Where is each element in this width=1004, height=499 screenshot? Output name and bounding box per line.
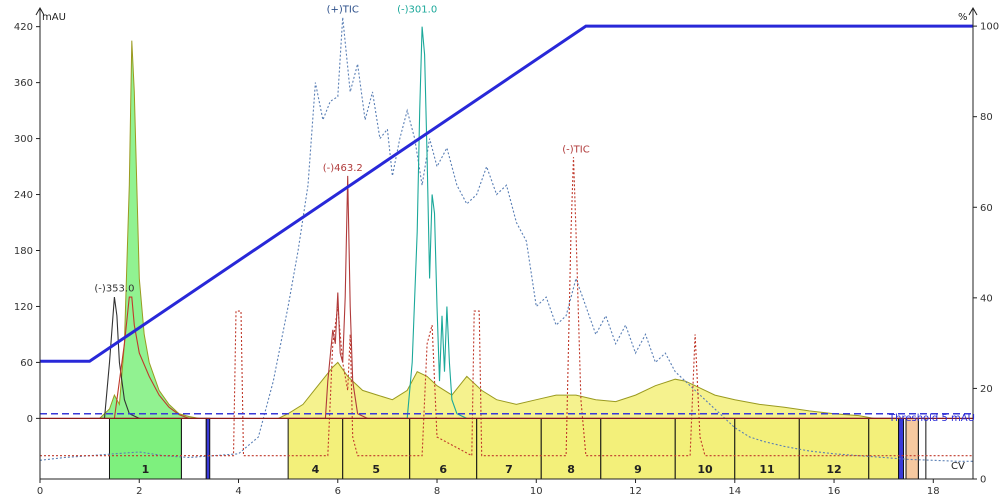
y-tick-label-180: 180 <box>14 246 33 257</box>
trace-lines <box>39 17 973 462</box>
y-tick-label-0: 0 <box>27 414 33 425</box>
fraction-band-u2 <box>205 417 211 480</box>
fraction-band-u1 <box>180 417 207 480</box>
y-tick-label-120: 120 <box>14 302 33 313</box>
fraction-bands: 1 4 5 6 7 8 9 10 11 12 <box>108 417 927 480</box>
series-uv-red <box>113 296 190 419</box>
fraction-band-10 <box>674 417 736 480</box>
fraction-label-4: 4 <box>312 463 320 476</box>
threshold-label: Threshold 5 mAU <box>888 413 975 424</box>
y-tick-label-300: 300 <box>14 134 33 145</box>
y2-axis-unit: % <box>958 12 968 23</box>
y-axis-unit: mAU <box>42 12 66 23</box>
fraction-band-12 <box>798 417 870 480</box>
series-tic <box>40 157 973 457</box>
fraction-label-8: 8 <box>567 463 575 476</box>
fraction-band-6 <box>409 417 478 480</box>
y-axis-arrow <box>35 6 45 16</box>
chart-labels: mAU % CV Threshold 5 mAU (+)TIC (-)301.0 (… <box>42 5 975 472</box>
fraction-band-1 <box>108 417 182 480</box>
fraction-label-5: 5 <box>372 463 380 476</box>
x-tick-label-18: 18 <box>927 486 940 497</box>
x-tick-label-14: 14 <box>728 486 741 497</box>
fraction-label-10: 10 <box>697 463 713 476</box>
y2-tick-label-100: 100 <box>980 22 999 33</box>
uv-fill-areas <box>98 40 874 419</box>
y-tick-label-420: 420 <box>14 22 33 33</box>
series-463-2 <box>313 175 368 419</box>
x-tick-label-8: 8 <box>434 486 440 497</box>
trace-label-463-2: (-)463.2 <box>323 163 363 174</box>
fraction-band-u12 <box>868 417 900 480</box>
fraction-label-7: 7 <box>505 463 513 476</box>
y-tick-label-60: 60 <box>20 358 33 369</box>
y2-tick-label-0: 0 <box>980 475 986 486</box>
fraction-band-u15 <box>917 417 927 480</box>
fraction-label-1: 1 <box>142 463 150 476</box>
y-tick-label-240: 240 <box>14 190 33 201</box>
trace-label-tic: (+)TIC <box>327 5 359 16</box>
x-tick-label-12: 12 <box>629 486 642 497</box>
y2-tick-label-80: 80 <box>980 112 993 123</box>
fraction-band-4 <box>287 417 344 480</box>
y2-tick-label-20: 20 <box>980 384 993 395</box>
y2-tick-label-60: 60 <box>980 203 993 214</box>
y2-axis-arrow <box>968 6 978 16</box>
x-tick-label-4: 4 <box>235 486 241 497</box>
fraction-band-8 <box>540 417 602 480</box>
fraction-band-u13 <box>898 417 905 480</box>
x-tick-label-10: 10 <box>530 486 543 497</box>
x-tick-label-6: 6 <box>335 486 341 497</box>
trace-label-301-0: (-)301.0 <box>397 5 437 16</box>
trace-label-353-0: (-)353.0 <box>94 284 134 295</box>
x-tick-label-0: 0 <box>37 486 43 497</box>
series-tic <box>39 17 973 462</box>
fraction-band-u14 <box>905 417 919 480</box>
series-353-0 <box>89 297 140 419</box>
fraction-label-12: 12 <box>826 463 841 476</box>
trace-label-tic: (-)TIC <box>562 145 589 156</box>
x-tick-label-16: 16 <box>828 486 841 497</box>
axes: 0 60 120 180 240 300 360 420 0 20 40 60 80 100 0 2 4 6 8 10… <box>14 6 999 497</box>
series-301-0 <box>387 26 468 419</box>
series-uv-yellow <box>277 361 874 419</box>
x-tick-label-2: 2 <box>136 486 142 497</box>
x-axis-unit: CV <box>951 461 965 472</box>
fraction-label-9: 9 <box>634 463 642 476</box>
y-tick-label-360: 360 <box>14 78 33 89</box>
series-gradient <box>40 24 973 363</box>
series-uv-green <box>98 40 199 419</box>
y2-tick-label-40: 40 <box>980 293 993 304</box>
fraction-label-6: 6 <box>439 463 447 476</box>
fraction-label-11: 11 <box>759 463 774 476</box>
